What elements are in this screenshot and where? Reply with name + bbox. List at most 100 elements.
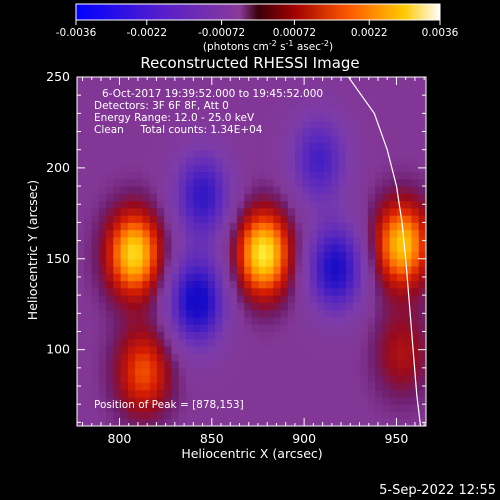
- heatmap-pixel: [186, 273, 194, 282]
- heatmap-pixel: [375, 280, 383, 289]
- heatmap-pixel: [244, 222, 252, 231]
- heatmap-pixel: [91, 258, 100, 267]
- heatmap-pixel: [346, 396, 354, 405]
- heatmap-pixel: [258, 367, 267, 376]
- heatmap-pixel: [135, 251, 143, 260]
- heatmap-pixel: [266, 382, 274, 391]
- heatmap-pixel: [266, 302, 274, 311]
- heatmap-pixel: [360, 251, 369, 260]
- heatmap-pixel: [404, 273, 412, 282]
- heatmap-pixel: [186, 106, 194, 114]
- heatmap-pixel: [287, 178, 296, 187]
- heatmap-pixel: [338, 287, 347, 296]
- heatmap-pixel: [382, 287, 391, 296]
- heatmap-pixel: [280, 84, 289, 93]
- heatmap-pixel: [236, 309, 245, 318]
- heatmap-pixel: [149, 171, 158, 180]
- heatmap-pixel: [186, 229, 194, 238]
- heatmap-pixel: [382, 215, 391, 223]
- heatmap-pixel: [404, 98, 412, 107]
- heatmap-pixel: [149, 106, 158, 114]
- heatmap-pixel: [229, 404, 238, 412]
- heatmap-pixel: [287, 280, 296, 289]
- heatmap-pixel: [251, 236, 260, 245]
- heatmap-pixel: [156, 84, 165, 93]
- heatmap-pixel: [404, 258, 412, 267]
- heatmap-pixel: [149, 149, 158, 158]
- heatmap-pixel: [77, 302, 85, 311]
- heatmap-pixel: [91, 236, 100, 245]
- heatmap-pixel: [331, 331, 340, 340]
- heatmap-pixel: [396, 346, 405, 354]
- heatmap-pixel: [295, 244, 303, 252]
- heatmap-pixel: [244, 120, 252, 129]
- heatmap-pixel: [77, 353, 85, 362]
- heatmap-pixel: [266, 316, 274, 325]
- heatmap-pixel: [127, 331, 136, 340]
- heatmap-pixel: [302, 258, 311, 267]
- heatmap-pixel: [229, 186, 238, 194]
- heatmap-pixel: [135, 164, 143, 173]
- heatmap-pixel: [316, 418, 325, 426]
- heatmap-pixel: [251, 178, 260, 187]
- heatmap-pixel: [273, 207, 282, 216]
- heatmap-pixel: [258, 346, 267, 354]
- heatmap-pixel: [171, 91, 180, 100]
- heatmap-pixel: [396, 171, 405, 180]
- heatmap-pixel: [295, 178, 303, 187]
- heatmap-pixel: [375, 178, 383, 187]
- heatmap-pixel: [418, 396, 426, 405]
- heatmap-pixel: [266, 156, 274, 165]
- heatmap-pixel: [193, 229, 202, 238]
- heatmap-pixel: [207, 367, 216, 376]
- heatmap-pixel: [258, 229, 267, 238]
- heatmap-pixel: [273, 280, 282, 289]
- heatmap-pixel: [404, 346, 412, 354]
- heatmap-pixel: [273, 229, 282, 238]
- heatmap-pixel: [244, 346, 252, 354]
- heatmap-pixel: [338, 375, 347, 383]
- heatmap-pixel: [215, 404, 223, 412]
- heatmap-pixel: [113, 193, 122, 202]
- heatmap-pixel: [236, 360, 245, 369]
- heatmap-pixel: [295, 207, 303, 216]
- heatmap-pixel: [404, 411, 412, 420]
- heatmap-pixel: [258, 418, 267, 426]
- heatmap-pixel: [287, 84, 296, 93]
- heatmap-pixel: [273, 244, 282, 252]
- heatmap-pixel: [375, 156, 383, 165]
- heatmap-pixel: [280, 251, 289, 260]
- heatmap-pixel: [236, 331, 245, 340]
- heatmap-pixel: [207, 120, 216, 129]
- heatmap-pixel: [164, 266, 173, 274]
- heatmap-pixel: [156, 266, 165, 274]
- heatmap-pixel: [178, 207, 187, 216]
- heatmap-pixel: [266, 222, 274, 231]
- heatmap-pixel: [338, 266, 347, 274]
- heatmap-pixel: [120, 287, 129, 296]
- heatmap-pixel: [156, 215, 165, 223]
- heatmap-pixel: [382, 106, 391, 114]
- info-annotation: 6-Oct-2017 19:39:52.000 to 19:45:52.000 …: [94, 88, 323, 136]
- heatmap-pixel: [309, 316, 318, 325]
- heatmap-pixel: [91, 193, 100, 202]
- heatmap-pixel: [84, 389, 93, 398]
- heatmap-pixel: [156, 91, 165, 100]
- heatmap-pixel: [367, 120, 376, 129]
- heatmap-pixel: [273, 156, 282, 165]
- heatmap-pixel: [149, 258, 158, 267]
- heatmap-pixel: [346, 266, 354, 274]
- heatmap-pixel: [200, 338, 209, 347]
- heatmap-pixel: [236, 324, 245, 332]
- heatmap-pixel: [106, 236, 114, 245]
- heatmap-pixel: [149, 309, 158, 318]
- heatmap-pixel: [186, 302, 194, 311]
- heatmap-pixel: [164, 178, 173, 187]
- heatmap-pixel: [106, 418, 114, 426]
- heatmap-pixel: [316, 367, 325, 376]
- heatmap-pixel: [229, 418, 238, 426]
- heatmap-pixel: [324, 200, 332, 209]
- heatmap-pixel: [77, 222, 85, 231]
- heatmap-pixel: [193, 287, 202, 296]
- heatmap-pixel: [309, 113, 318, 122]
